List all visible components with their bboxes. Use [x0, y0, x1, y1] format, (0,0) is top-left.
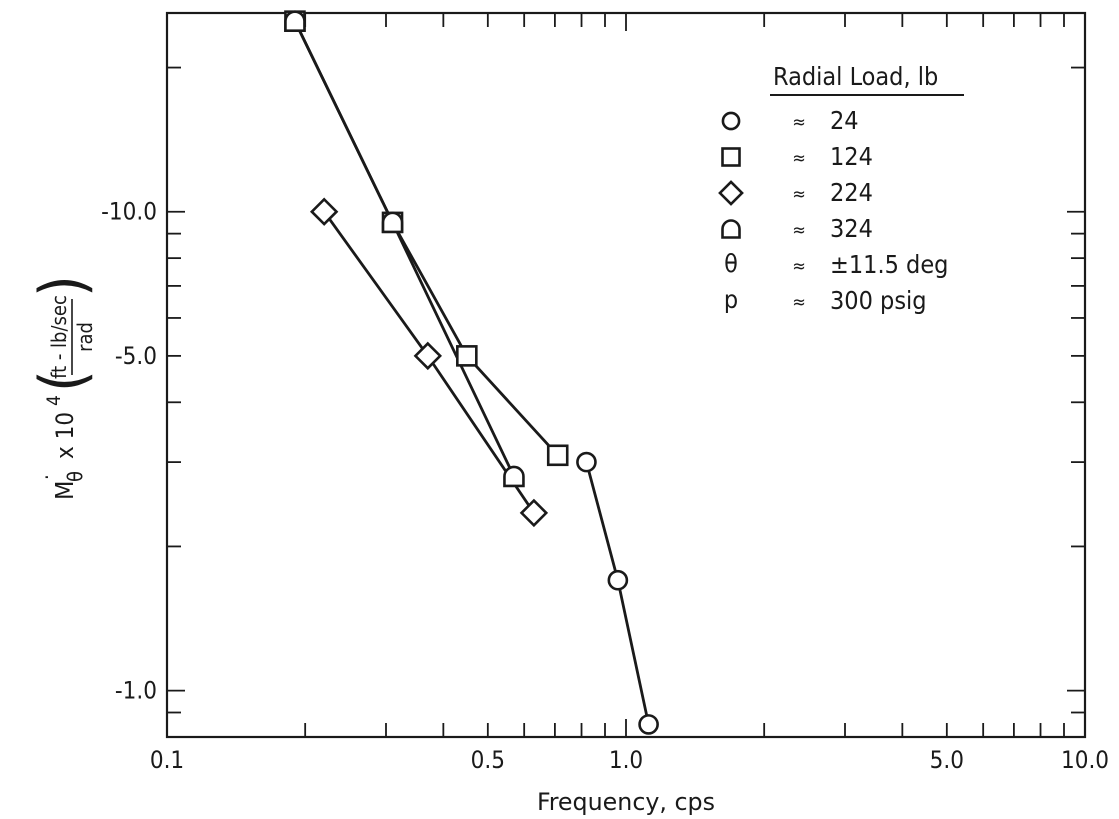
series-line-square: [293, 20, 559, 457]
y-axis-exponent: 4: [43, 395, 65, 406]
legend-separator: ≈: [792, 292, 806, 313]
legend-symbol-text: p: [724, 285, 738, 314]
y-tick-label: -1.0: [115, 677, 157, 705]
legend-entry-label: 24: [830, 106, 859, 135]
series-line-d-shape: [293, 20, 516, 478]
y-axis-subscript: θ: [63, 471, 87, 482]
legend-separator: ≈: [792, 148, 806, 169]
x-tick-label: 0.5: [471, 746, 505, 774]
legend-symbol-d-shape: [721, 219, 741, 239]
y-tick-label: -5.0: [115, 342, 157, 370]
y-axis-right-paren: ): [26, 275, 99, 297]
legend-symbol-diamond: [718, 180, 744, 206]
legend-symbol-circle: [721, 111, 741, 131]
series-layer: [284, 10, 659, 735]
circle-marker: [576, 451, 597, 473]
diamond-marker: [413, 341, 442, 371]
legend-symbol-square: [721, 147, 741, 167]
legend-entry-label: ±11.5 deg: [830, 250, 948, 279]
d-shape-marker: [381, 211, 404, 234]
legend-separator: ≈: [792, 184, 806, 205]
legend-entry-label: 300 psig: [830, 286, 927, 315]
d-shape-marker: [503, 465, 525, 488]
d-shape-marker: [284, 10, 306, 32]
y-tick-label: -10.0: [101, 198, 157, 226]
legend-separator: ≈: [792, 256, 806, 277]
plot-frame: [165, 11, 1087, 739]
legend-separator: ≈: [792, 220, 806, 241]
square-marker: [456, 345, 478, 367]
circle-marker: [607, 569, 629, 591]
diamond-marker: [519, 498, 549, 528]
y-axis-symbol: M: [50, 481, 79, 500]
legend-entry-label: 324: [830, 214, 873, 243]
legend-entry-label: 224: [830, 178, 873, 207]
tick-labels: 0.1 0.5 1.0 5.0 10.0 -10.0 -5.0 -1.0: [101, 198, 1109, 774]
x-tick-label: 1.0: [609, 746, 643, 774]
y-axis-dot: ·: [35, 474, 59, 480]
series-line-circle: [585, 461, 650, 725]
x-axis-title: Frequency, cps: [537, 788, 715, 816]
square-marker: [546, 444, 569, 467]
y-axis-unit-denominator: rad: [73, 322, 97, 352]
legend: Radial Load, lb ≈ 24 ≈ 124 ≈ 224 ≈ 324 θ ≈ ±11.5 de…: [718, 62, 964, 315]
x-tick-label: 10.0: [1061, 746, 1109, 774]
legend-symbol-text: θ: [724, 249, 738, 278]
legend-separator: ≈: [792, 112, 806, 133]
legend-title: Radial Load, lb: [773, 62, 938, 91]
y-axis-title: M θ · x 10 4 ( ft - lb/sec rad ): [26, 275, 99, 500]
y-axis-unit-numerator: ft - lb/sec: [47, 295, 71, 379]
axis-ticks: [167, 13, 1085, 737]
x-tick-label: 0.1: [150, 746, 184, 774]
circle-marker: [638, 714, 659, 735]
diamond-marker: [309, 197, 339, 226]
y-axis-multiplier: x 10: [51, 412, 79, 459]
x-tick-label: 5.0: [930, 746, 964, 774]
y-axis-left-paren: (: [26, 370, 99, 392]
legend-entry-label: 124: [830, 142, 873, 171]
